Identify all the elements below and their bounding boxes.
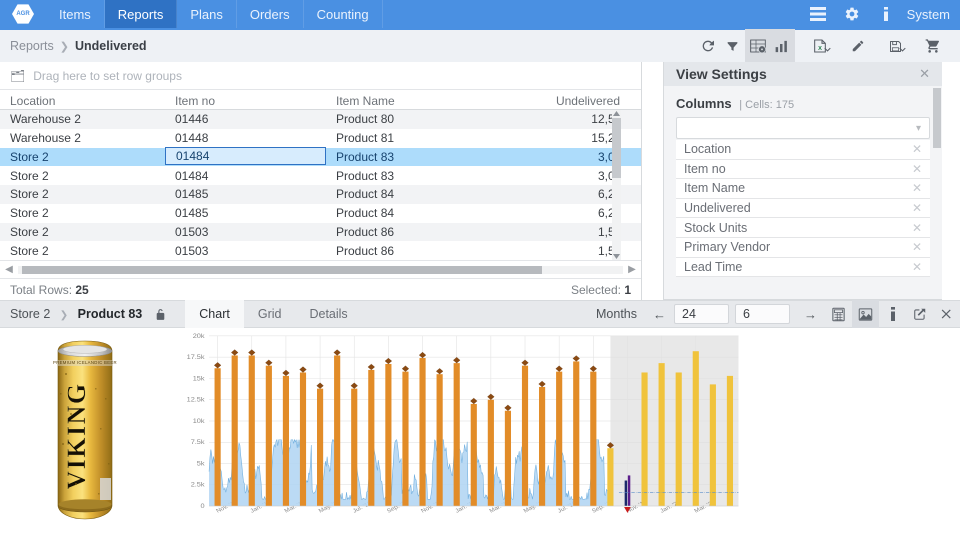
svg-text:7.5k: 7.5k (191, 440, 205, 446)
svg-text:10k: 10k (193, 418, 205, 424)
svg-text:PREMIUM ICELANDIC BEER: PREMIUM ICELANDIC BEER (53, 360, 117, 365)
svg-text:5k: 5k (197, 461, 205, 467)
svg-text:VIKING: VIKING (62, 382, 91, 489)
svg-text:20k: 20k (193, 333, 205, 339)
svg-text:12.5k: 12.5k (187, 397, 206, 403)
svg-text:17.5k: 17.5k (187, 354, 206, 360)
svg-text:2.5k: 2.5k (191, 482, 205, 488)
svg-text:15k: 15k (193, 376, 205, 382)
svg-text:X: X (818, 46, 822, 52)
svg-text:0: 0 (200, 503, 204, 509)
